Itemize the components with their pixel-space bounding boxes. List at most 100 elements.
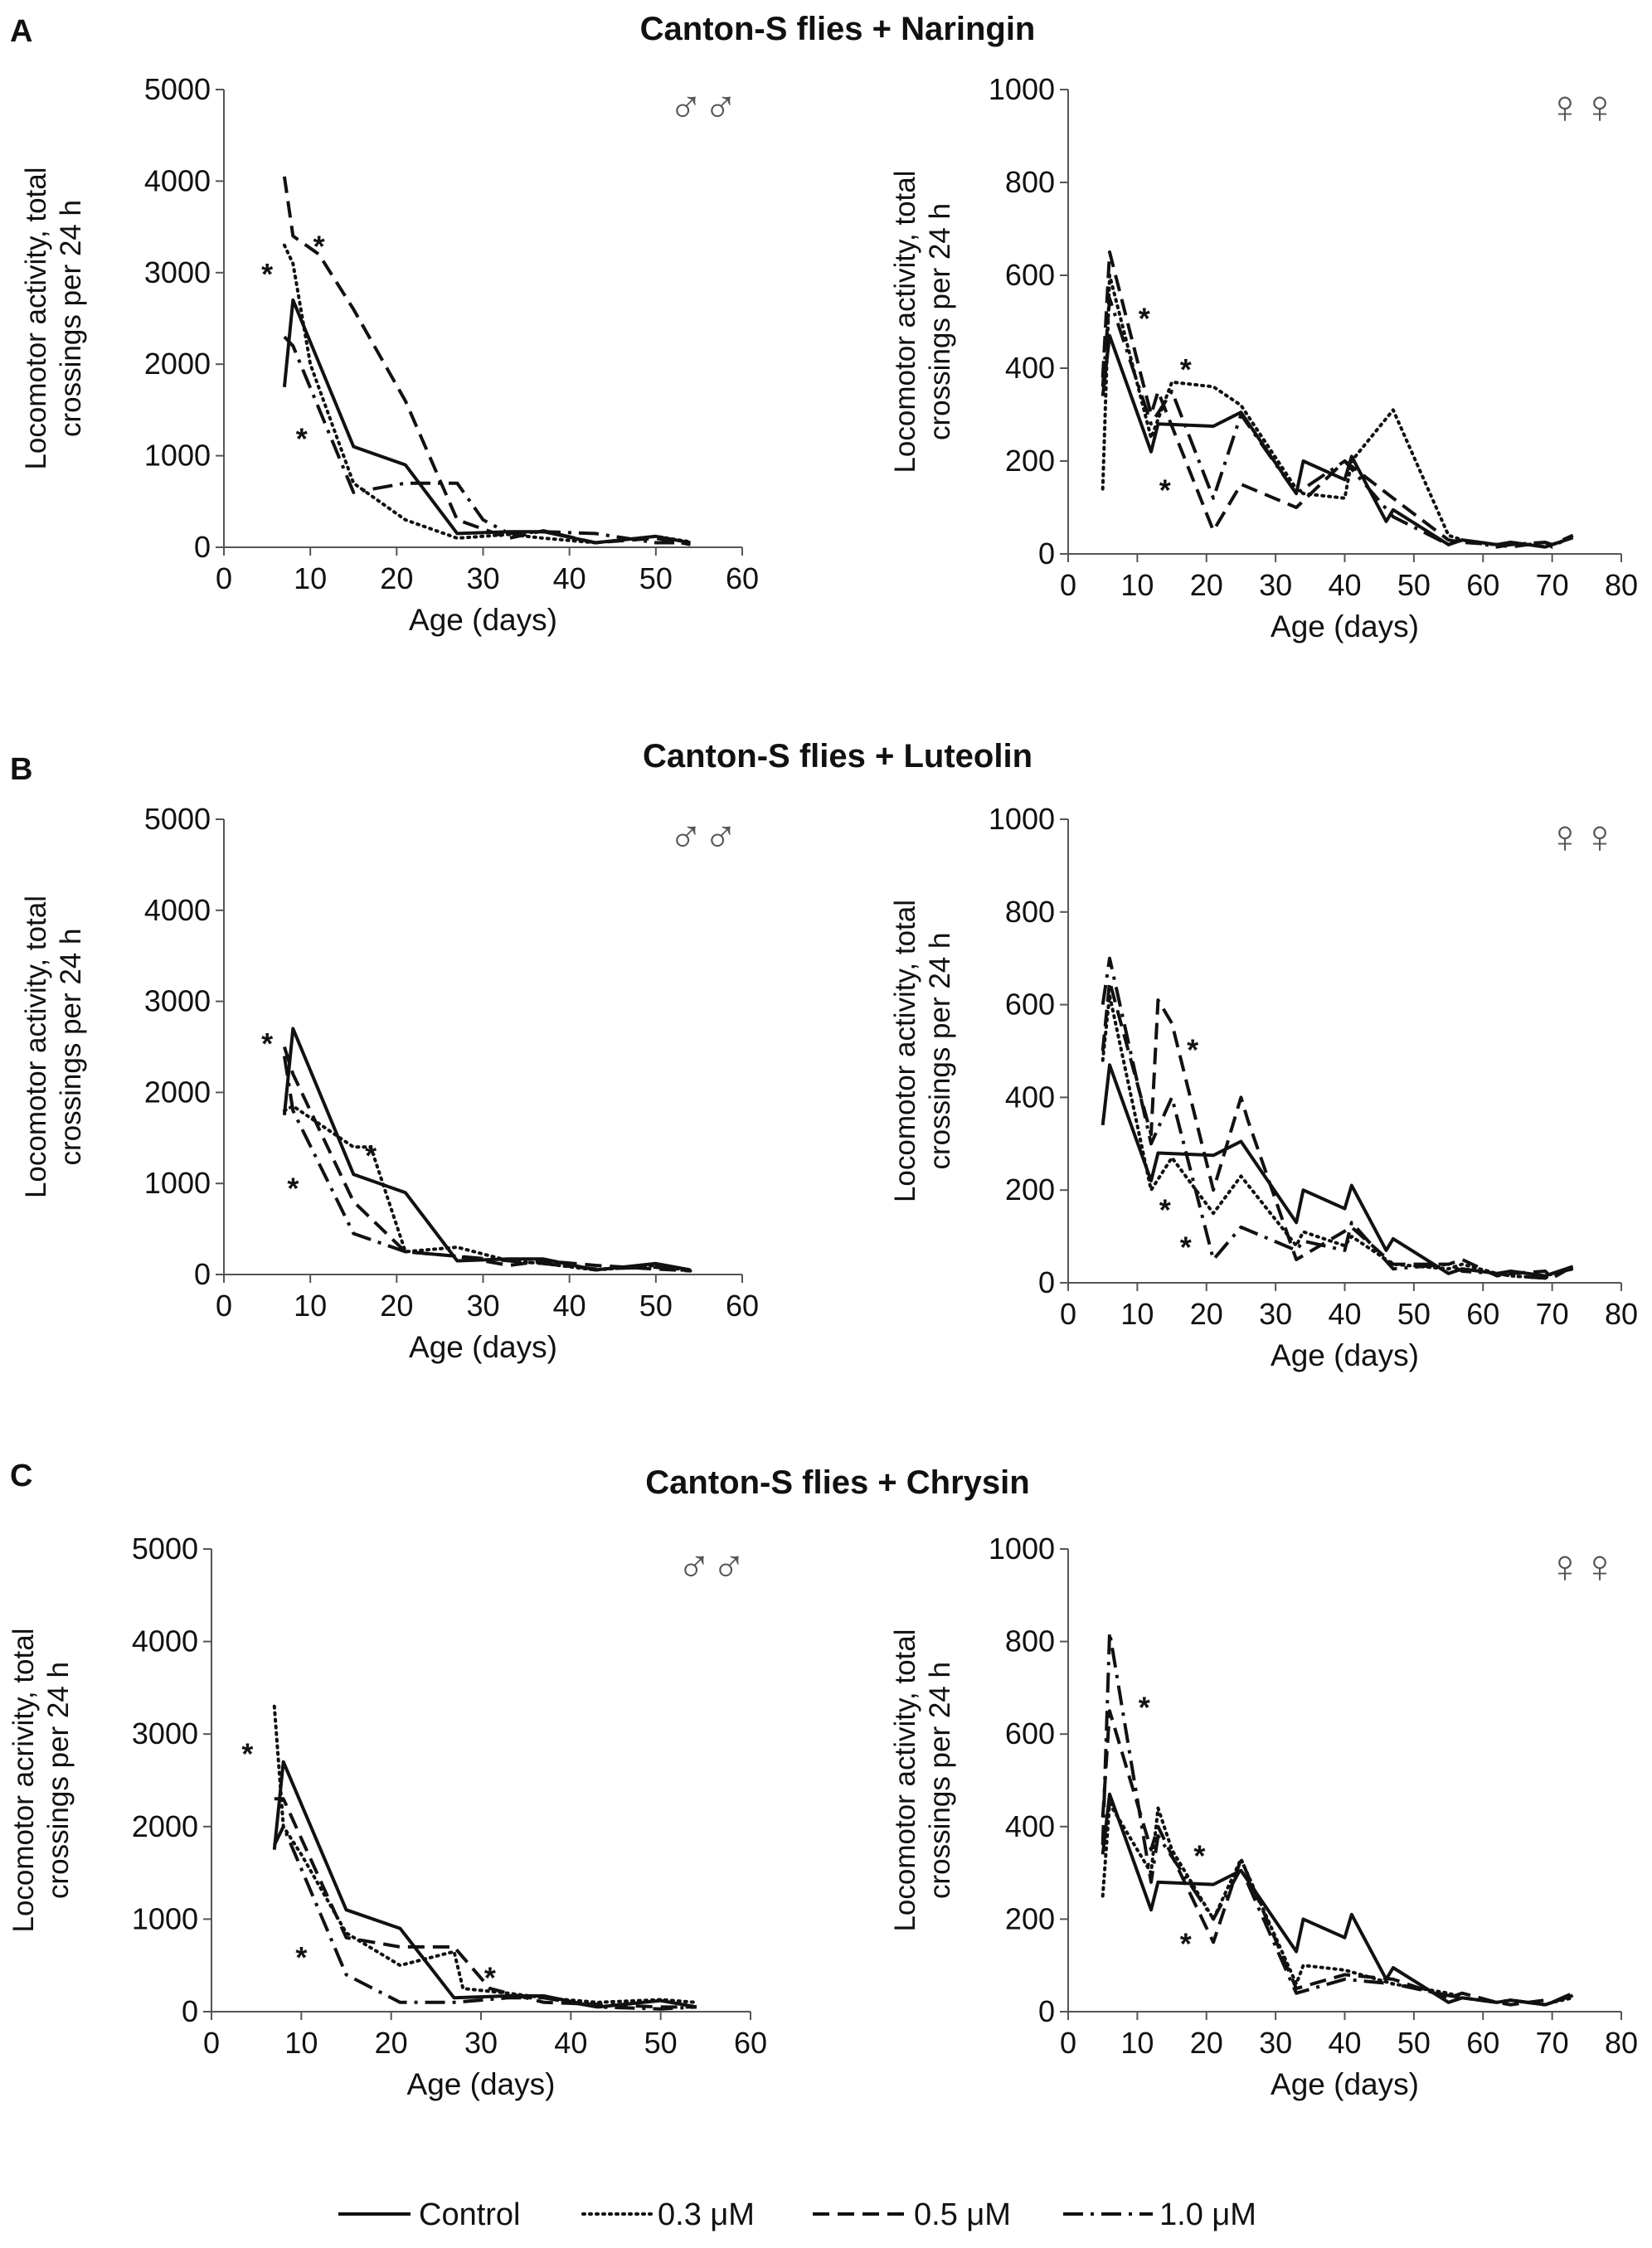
row-title-b: Canton-S flies + Luteolin [643, 738, 1032, 774]
y-axis-label-line-1: Locomotor activity, total [889, 1629, 921, 1931]
y-tick-label: 200 [1005, 1173, 1055, 1207]
series-line-0.5m [1101, 979, 1574, 1280]
series-line-1.0m [273, 1824, 697, 2011]
x-axis-label: Age (days) [1271, 2067, 1419, 2101]
significance-star: * [241, 1737, 253, 1771]
y-tick-label: 1000 [989, 1532, 1055, 1566]
sex-symbol: ♀♀ [1548, 80, 1617, 133]
panel-letter-a: A [10, 14, 32, 49]
significance-star: * [287, 1172, 299, 1206]
series-line-1.0m [282, 1056, 691, 1273]
series-line-1.0m [1101, 956, 1574, 1280]
x-tick-label: 10 [294, 1289, 327, 1323]
series-line-0.3m [282, 243, 692, 545]
x-tick-label: 30 [1259, 1297, 1292, 1331]
x-tick-label: 10 [1120, 1297, 1154, 1331]
y-tick-label: 800 [1005, 1624, 1055, 1658]
panel-letter-b: B [10, 752, 32, 787]
y-tick-label: 1000 [144, 1166, 211, 1200]
y-tick-label: 800 [1005, 165, 1055, 199]
significance-star: * [1180, 352, 1192, 386]
x-tick-label: 30 [466, 561, 499, 595]
y-axis-label-line-1: Locomotor activity, total [889, 170, 921, 473]
x-tick-label: 20 [1190, 2026, 1223, 2060]
sex-symbol: ♂♂ [668, 80, 738, 133]
x-tick-label: 0 [1060, 568, 1076, 602]
panel-letter-c: C [10, 1459, 32, 1493]
significance-star: * [1187, 1033, 1198, 1067]
series-line-control [1101, 333, 1574, 549]
x-tick-label: 20 [1190, 568, 1223, 602]
series-line-0.3m [1101, 1801, 1575, 2007]
row-title-a: Canton-S flies + Naringin [640, 11, 1036, 47]
series-line-control [1101, 1792, 1574, 2007]
significance-star: * [1159, 473, 1171, 507]
x-tick-label: 60 [1466, 2026, 1499, 2060]
x-tick-label: 30 [1259, 568, 1292, 602]
x-tick-label: 40 [554, 2026, 587, 2060]
y-axis-label-line-1: Locomotor activity, total [889, 900, 921, 1202]
series-line-control [282, 298, 691, 545]
y-axis-label-line-2: crossings per 24 h [55, 929, 87, 1166]
x-tick-label: 40 [1328, 1297, 1361, 1331]
legend-label-control: Control [419, 2197, 521, 2232]
y-axis-label-line-1: Locomotor activity, total [20, 167, 52, 469]
y-tick-label: 0 [194, 530, 211, 564]
y-tick-label: 4000 [132, 1624, 198, 1658]
x-tick-label: 50 [644, 2026, 678, 2060]
x-tick-label: 40 [553, 1289, 586, 1323]
y-axis-label-line-1: Locomotor activity, total [20, 896, 52, 1198]
x-tick-label: 50 [1397, 1297, 1431, 1331]
significance-star: * [261, 257, 273, 291]
chart-a-males: 0 1000 2000 3000 4000 5000 0 10 20 30 40 50 60 Age (d… [20, 72, 759, 637]
x-tick-label: 70 [1536, 2026, 1569, 2060]
x-tick-label: 70 [1536, 1297, 1569, 1331]
x-tick-label: 10 [1120, 568, 1154, 602]
y-tick-label: 1000 [132, 1901, 198, 1935]
y-tick-label: 600 [1005, 988, 1055, 1022]
x-tick-label: 60 [726, 1289, 759, 1323]
y-tick-label: 5000 [144, 802, 211, 836]
y-tick-label: 600 [1005, 1716, 1055, 1750]
x-axis-label: Age (days) [407, 2067, 556, 2101]
x-axis-label: Age (days) [409, 603, 557, 637]
series-line-0.3m [1101, 274, 1575, 549]
y-tick-label: 5000 [144, 72, 211, 106]
significance-star: * [365, 1139, 377, 1173]
significance-star: * [261, 1027, 273, 1061]
x-tick-label: 20 [380, 1289, 413, 1323]
y-axis-label-line-1: Locomotor acrivity, total [7, 1629, 40, 1933]
x-tick-label: 70 [1536, 568, 1569, 602]
x-tick-label: 20 [380, 561, 413, 595]
y-tick-label: 2000 [144, 1075, 211, 1109]
significance-star: * [1193, 1838, 1205, 1872]
chart-c-females: 0 200 400 600 800 1000 0 10 20 30 40 50 60 70 80 Age (d… [889, 1532, 1638, 2101]
series-line-control [272, 1760, 697, 2009]
significance-star: * [1159, 1193, 1171, 1227]
significance-star: * [296, 422, 308, 456]
y-tick-label: 4000 [144, 163, 211, 197]
x-tick-label: 10 [294, 561, 327, 595]
series-line-1.0m [1101, 297, 1574, 549]
x-axis-label: Age (days) [409, 1330, 557, 1364]
y-tick-label: 400 [1005, 351, 1055, 385]
y-tick-label: 2000 [132, 1809, 198, 1843]
legend-label-1.0: 1.0 μM [1159, 2197, 1256, 2232]
x-tick-label: 0 [216, 561, 232, 595]
chart-c-males: 0 1000 2000 3000 4000 5000 0 10 20 30 40 50 60 Age (d… [7, 1532, 767, 2101]
x-tick-label: 0 [1060, 1297, 1076, 1331]
chart-a-females: 0 200 400 600 800 1000 0 10 20 30 40 50 60 70 80 Age (d… [889, 72, 1638, 643]
series-line-0.5m [274, 1797, 697, 2009]
x-tick-label: 50 [639, 1289, 673, 1323]
x-tick-label: 80 [1605, 568, 1638, 602]
sex-symbol: ♂♂ [677, 1540, 746, 1592]
series-line-0.3m [272, 1704, 698, 2004]
x-axis-label: Age (days) [1271, 1338, 1419, 1372]
x-tick-label: 30 [1259, 2026, 1292, 2060]
chart-b-males: 0 1000 2000 3000 4000 5000 0 10 20 30 40 50 60 Age (d… [20, 802, 759, 1364]
x-axis-label: Age (days) [1271, 609, 1419, 643]
significance-star: * [295, 1940, 307, 1974]
x-tick-label: 0 [203, 2026, 220, 2060]
sex-symbol: ♂♂ [668, 810, 738, 862]
legend-label-0.5: 0.5 μM [914, 2197, 1011, 2232]
